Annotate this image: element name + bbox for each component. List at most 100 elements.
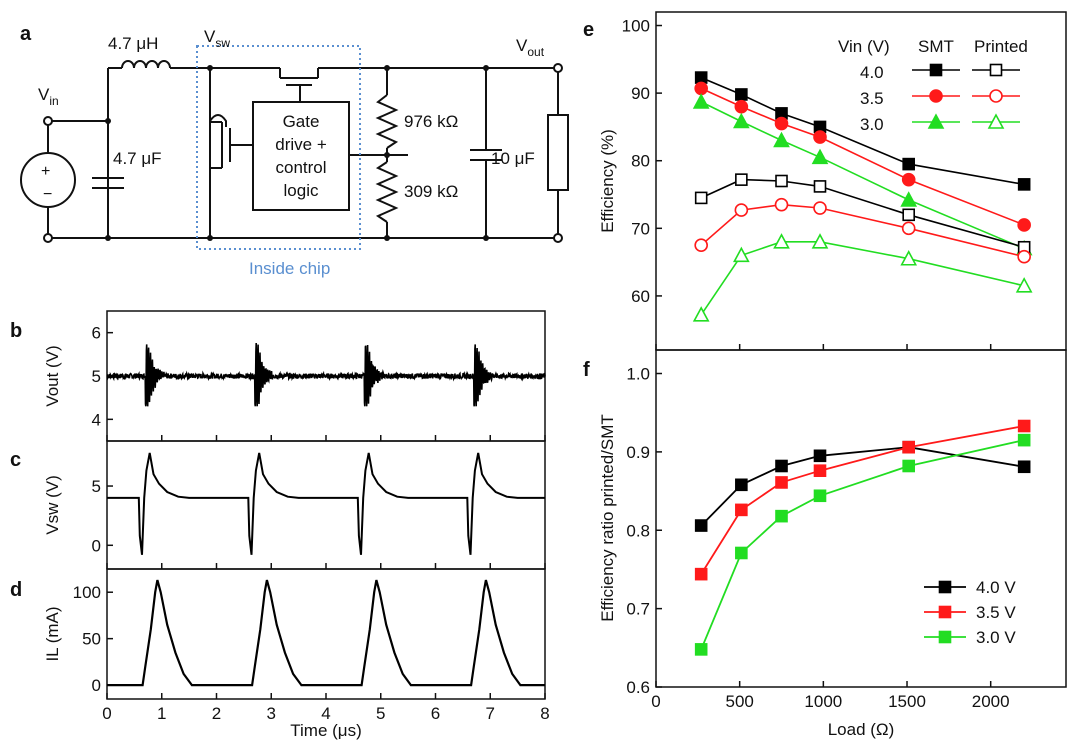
chart-e-ylabel: Efficiency (%)	[598, 129, 617, 233]
chart-e-ytick-label: 80	[631, 152, 650, 171]
chip-boundary-box	[196, 45, 361, 250]
ratio-point-3.0v	[902, 459, 915, 473]
legend-e-marker	[989, 89, 1003, 103]
chart-e-ytick-label: 100	[622, 17, 650, 36]
chart-f-xlabel: Load (Ω)	[828, 720, 895, 739]
legend-e-marker	[987, 113, 1005, 129]
efficiency-point-smt-3.5	[734, 99, 749, 114]
chart-f-frame	[655, 349, 1067, 688]
circuit-nodes	[105, 65, 489, 241]
legend-e-header-smt: SMT	[918, 37, 954, 56]
chart-d-xtick-label: 2	[212, 704, 221, 723]
chart-d-xtick-label: 3	[267, 704, 276, 723]
efficiency-point-smt-3.0	[692, 93, 710, 109]
chart-f-xtick-label: 1000	[804, 692, 842, 711]
ratio-point-3.5v	[735, 503, 748, 517]
panel-label-c: c	[10, 449, 21, 471]
legend-f-label: 3.5 V	[976, 603, 1016, 622]
efficiency-point-smt-3.5	[694, 81, 708, 96]
efficiency-point-smt-4.0	[694, 71, 708, 84]
efficiency-point-printed-3.0	[900, 250, 918, 266]
panel-label-b: b	[10, 320, 22, 342]
vout-main: V	[516, 36, 528, 55]
chart-c-ytick-label: 0	[92, 536, 101, 555]
efficiency-point-printed-3.5	[813, 201, 827, 215]
panel-label-e: e	[583, 19, 594, 41]
panel-label-d: d	[10, 579, 22, 601]
efficiency-point-printed-4.0	[694, 191, 708, 205]
inductor-label: 4.7 μH	[108, 34, 158, 53]
chart-b-ytick-label: 5	[92, 367, 101, 386]
efficiency-point-printed-3.0	[773, 233, 790, 249]
ratio-point-3.5v	[775, 476, 788, 489]
legend-e-marker	[929, 63, 943, 77]
ratio-point-3.0v	[813, 489, 827, 503]
ratio-point-4.0v	[775, 459, 788, 473]
efficiency-point-smt-3.0	[733, 112, 750, 129]
ratio-point-3.0v	[1017, 433, 1031, 447]
chart-d-xtick-label: 7	[486, 704, 495, 723]
efficiency-point-printed-3.5	[901, 221, 916, 236]
il-trace	[107, 579, 545, 687]
circuit-terminals	[43, 63, 563, 243]
chart-f-ytick-label: 0.7	[626, 600, 650, 619]
input-capacitor-label: 4.7 μF	[113, 149, 162, 168]
chart-e-ytick-label: 90	[631, 84, 650, 103]
ratio-line-3.0v	[700, 439, 1025, 650]
efficiency-line-printed-4.0	[700, 178, 1025, 248]
inside-chip-label: Inside chip	[249, 259, 330, 278]
ratio-point-3.5v	[694, 567, 708, 581]
vout-sub: out	[527, 45, 544, 59]
vin-main: V	[38, 85, 50, 104]
efficiency-point-printed-3.5	[694, 238, 708, 253]
efficiency-point-printed-4.0	[775, 174, 788, 188]
efficiency-line-printed-3.0	[700, 241, 1025, 316]
legend-e-marker	[929, 89, 943, 103]
chart-d-xtick-label: 0	[102, 704, 111, 723]
vin-label: Vin	[38, 85, 59, 108]
vsw-sub: sw	[215, 36, 230, 50]
resistor-bottom-label: 309 kΩ	[404, 182, 458, 201]
vout-label: Vout	[516, 36, 545, 59]
efficiency-point-smt-3.0	[773, 131, 790, 148]
efficiency-point-printed-3.0	[811, 233, 829, 249]
efficiency-point-smt-4.0	[735, 88, 748, 101]
vsw-main: V	[204, 27, 216, 46]
chart-b-ylabel: Vout (V)	[43, 345, 62, 406]
efficiency-point-printed-3.0	[1015, 277, 1033, 293]
efficiency-point-printed-3.5	[734, 203, 749, 217]
chart-c-plot: 05	[92, 452, 546, 569]
vout-trace	[106, 342, 546, 407]
legend-e-row-2: 3.5	[860, 89, 884, 108]
chart-d-xtick-label: 4	[321, 704, 330, 723]
chart-d-xlabel: Time (μs)	[290, 721, 362, 740]
chart-b-ytick-label: 6	[92, 324, 101, 343]
ratio-point-3.0v	[735, 546, 748, 560]
chart-f-ytick-label: 1.0	[626, 365, 650, 384]
panel-label-f: f	[583, 359, 590, 381]
chart-d-ylabel: IL (mA)	[43, 606, 62, 661]
chart-f-xtick-label: 500	[725, 692, 753, 711]
efficiency-point-printed-4.0	[902, 208, 915, 222]
chart-b-ytick-label: 4	[92, 410, 101, 429]
efficiency-point-printed-4.0	[735, 173, 748, 186]
gate-line-3: control	[275, 158, 326, 177]
chart-f-ytick-label: 0.6	[626, 678, 650, 697]
legend-e-row-3: 3.0	[860, 115, 884, 134]
efficiency-line-smt-4.0	[700, 76, 1025, 186]
ratio-point-3.5v	[813, 464, 827, 477]
efficiency-point-smt-3.0	[900, 191, 918, 207]
ratio-point-4.0v	[813, 449, 827, 463]
efficiency-point-smt-3.0	[811, 148, 829, 165]
chart-c-ylabel: Vsw (V)	[43, 475, 62, 535]
legend-f-label: 3.0 V	[976, 628, 1016, 647]
ratio-line-4.0v	[700, 446, 1025, 527]
legend-e-marker	[927, 113, 945, 129]
chart-f-ytick-label: 0.9	[626, 443, 650, 462]
efficiency-point-smt-4.0	[1017, 178, 1031, 191]
ratio-point-4.0v	[1017, 460, 1031, 474]
chart-f-xtick-label: 2000	[972, 692, 1010, 711]
legend-e-header-printed: Printed	[974, 37, 1028, 56]
ratio-line-3.5v	[700, 425, 1025, 575]
